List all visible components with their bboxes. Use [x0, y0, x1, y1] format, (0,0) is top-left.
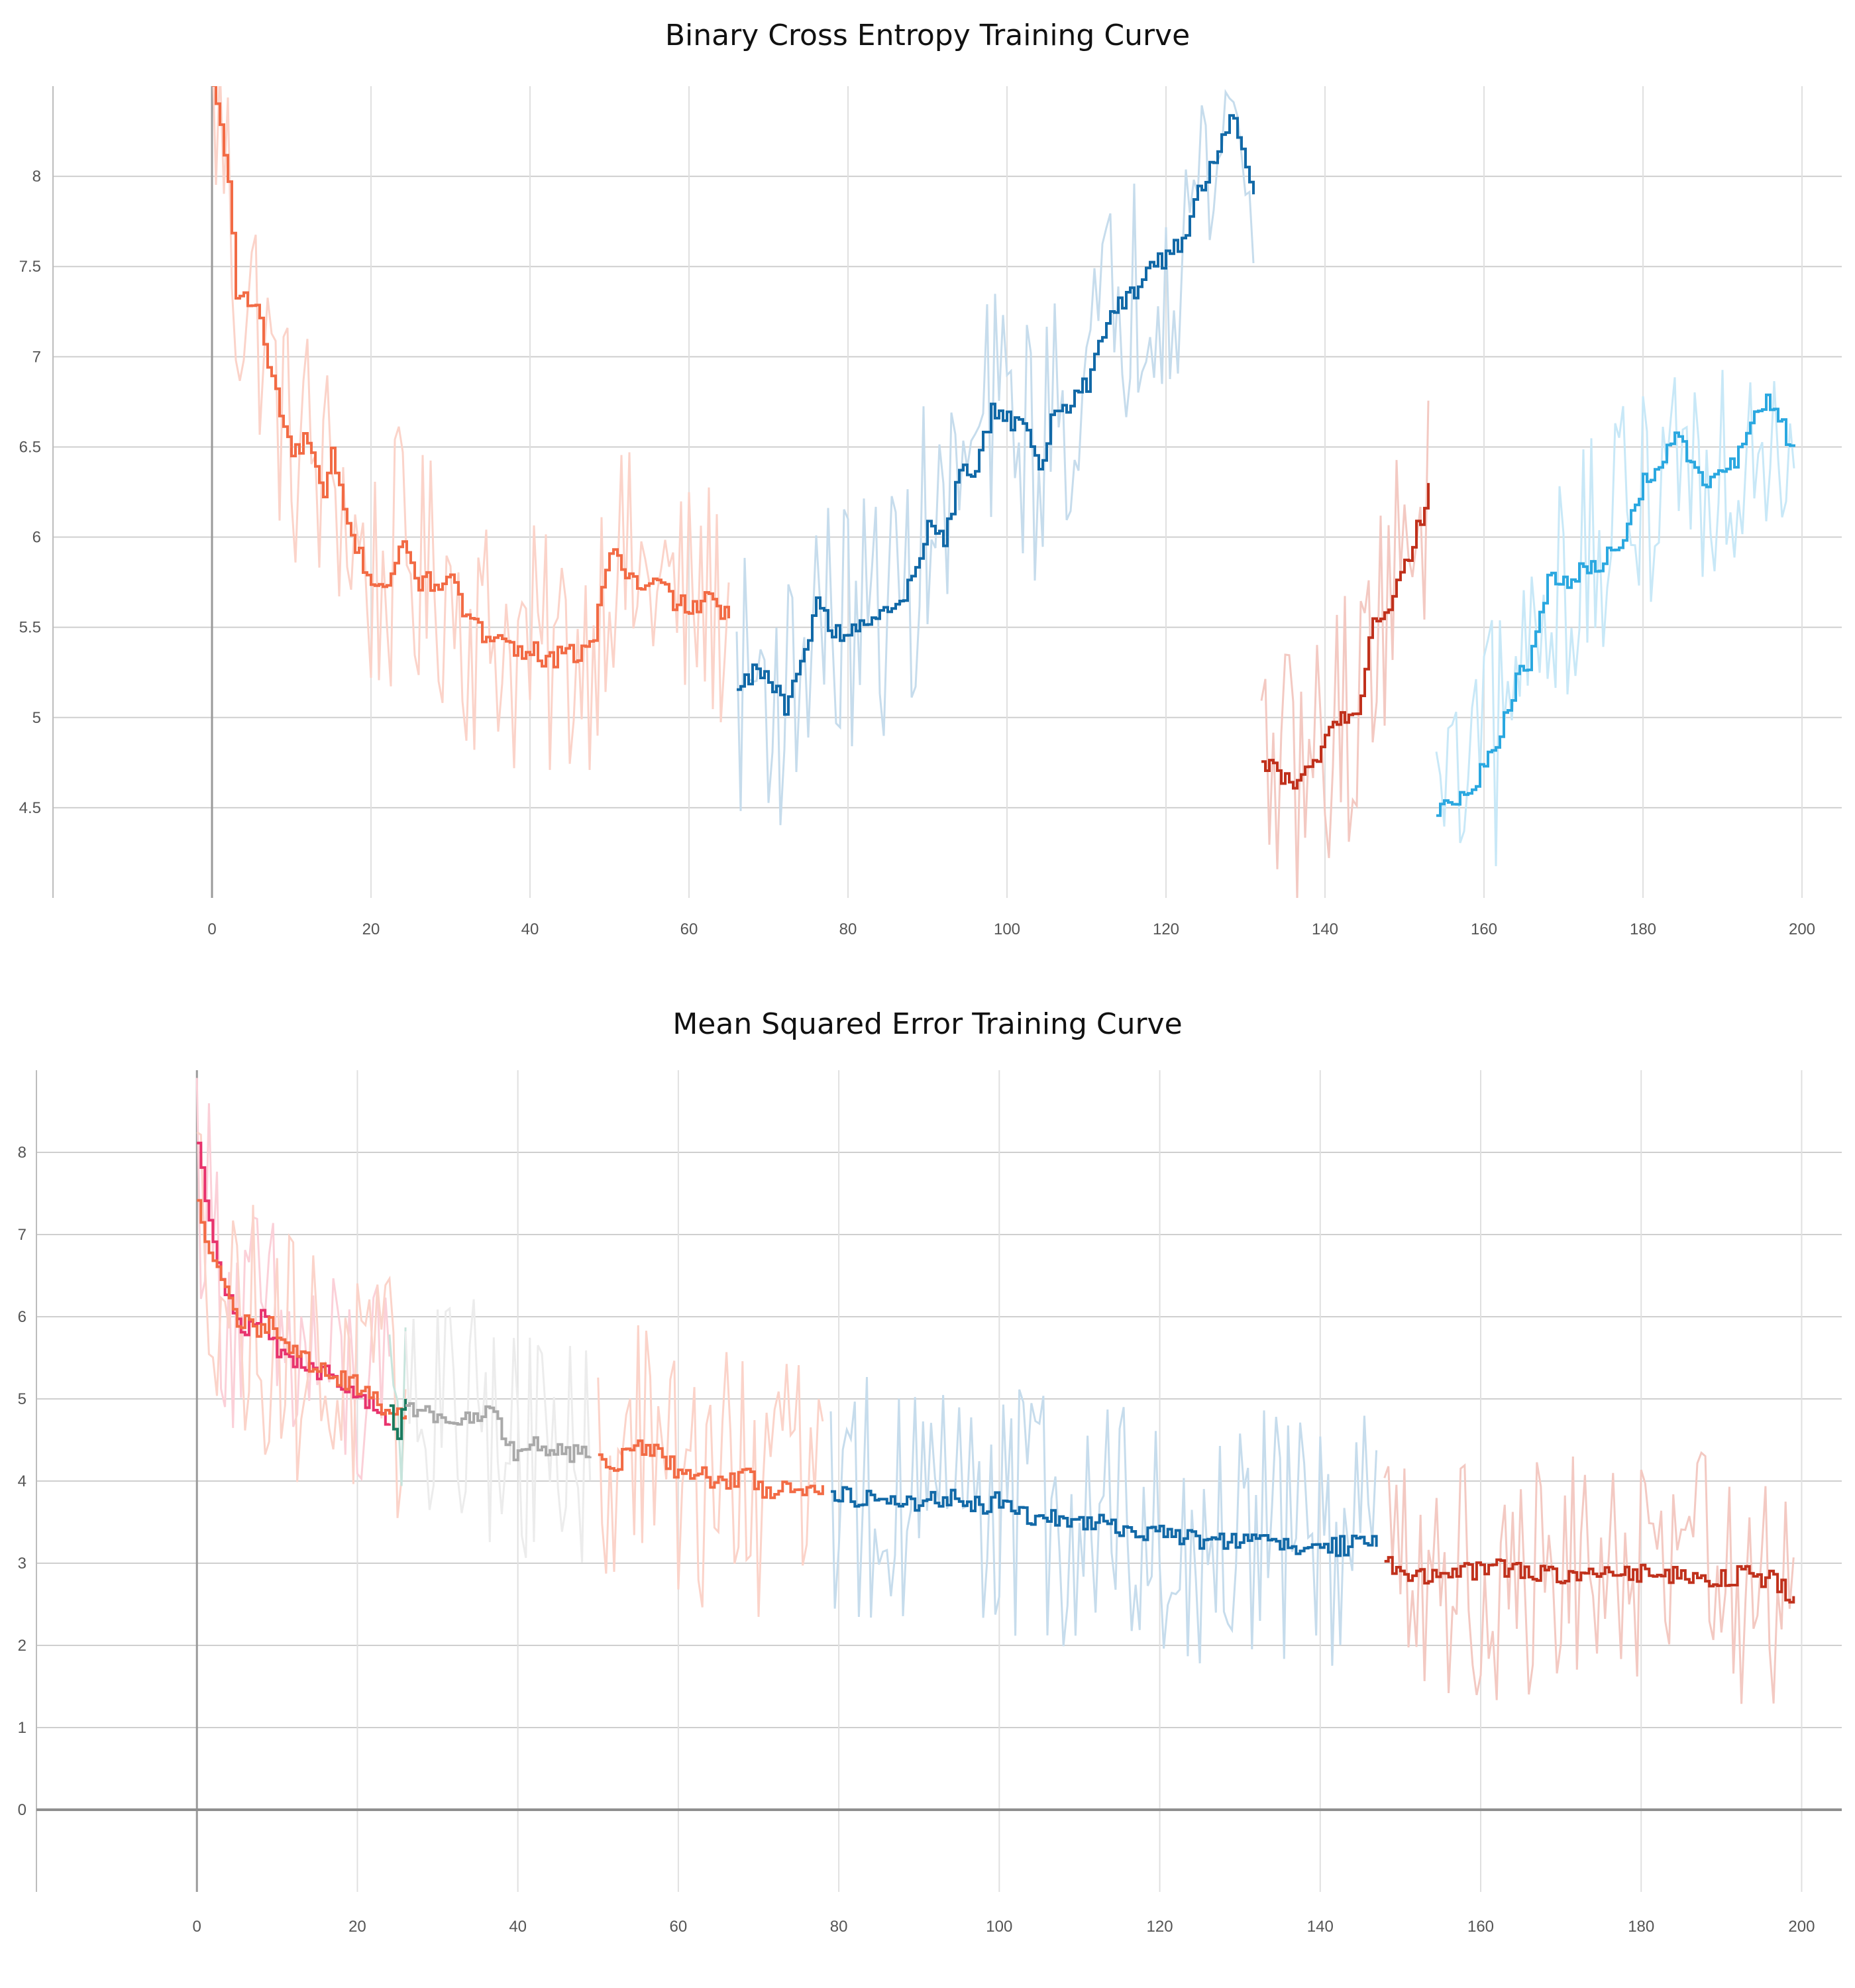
- y-tick-label: 2: [18, 1637, 26, 1655]
- x-tick-label: 180: [1628, 1918, 1654, 1936]
- raw-series-line: [1435, 370, 1795, 867]
- y-tick-label: 6: [18, 1308, 26, 1326]
- x-tick-label: 200: [1789, 920, 1815, 938]
- raw-series-line: [1383, 1451, 1795, 1704]
- plot-area: [195, 1077, 1795, 1704]
- series-line: [405, 1402, 592, 1463]
- y-tick-label: 6: [32, 529, 41, 547]
- x-tick-label: 120: [1153, 920, 1179, 938]
- y-tick-label: 7: [18, 1226, 26, 1244]
- y-tick-label: 6.5: [19, 438, 41, 456]
- series-line: [1261, 482, 1430, 790]
- y-tick-label: 1: [18, 1719, 26, 1737]
- x-tick-label: 0: [193, 1918, 201, 1936]
- x-tick-label: 140: [1307, 1918, 1334, 1936]
- x-tick-label: 160: [1467, 1918, 1494, 1936]
- y-tick-label: 7.5: [19, 258, 41, 276]
- chart-title: Binary Cross Entropy Training Curve: [664, 19, 1191, 52]
- x-tick-label: 140: [1312, 920, 1338, 938]
- y-tick-label: 7: [32, 348, 41, 366]
- y-tick-label: 5.5: [19, 619, 41, 637]
- series-line: [389, 1399, 407, 1441]
- bce-chart-panel: Binary Cross Entropy Training Curve 4.5 5…: [0, 0, 1855, 961]
- x-tick-label: 40: [509, 1918, 527, 1936]
- chart-title: Mean Squared Error Training Curve: [672, 1007, 1183, 1041]
- series-line: [831, 1486, 1378, 1557]
- x-tick-label: 20: [362, 920, 380, 938]
- series-line: [1384, 1556, 1795, 1604]
- y-tick-label: 8: [18, 1144, 26, 1162]
- y-tick-label: 5: [32, 709, 41, 727]
- series-line: [737, 114, 1255, 716]
- x-tick-label: 200: [1788, 1918, 1815, 1936]
- x-tick-label: 160: [1471, 920, 1497, 938]
- bce-chart-svg: 4.555.566.577.580 20 40 60 80 100 120 140 160 180…: [19, 86, 1842, 938]
- raw-series-line: [829, 1376, 1378, 1666]
- x-tick-label: 80: [830, 1918, 848, 1936]
- series-line: [1436, 393, 1795, 817]
- raw-series-line: [597, 1325, 824, 1617]
- x-tick-label: 80: [839, 920, 857, 938]
- y-tick-label: 4: [18, 1472, 26, 1490]
- x-tick-label: 0: [207, 920, 216, 938]
- plot-area: [211, 86, 1795, 898]
- x-tick-label: 60: [670, 1918, 688, 1936]
- series-line: [598, 1439, 824, 1500]
- y-tick-label: 4.5: [19, 799, 41, 817]
- series-line: [197, 1199, 407, 1419]
- raw-series-line: [735, 89, 1255, 826]
- raw-series-line: [195, 1077, 391, 1482]
- x-tick-label: 60: [680, 920, 698, 938]
- x-tick-label: 180: [1630, 920, 1656, 938]
- y-tick-label: 3: [18, 1555, 26, 1573]
- raw-series-line: [212, 86, 730, 770]
- y-tick-label: 8: [32, 168, 41, 186]
- y-tick-label: 0: [18, 1801, 26, 1819]
- raw-series-line: [1260, 400, 1430, 898]
- series-line: [212, 86, 730, 669]
- x-tick-label: 120: [1147, 1918, 1173, 1936]
- x-tick-label: 100: [986, 1918, 1012, 1936]
- x-tick-label: 20: [348, 1918, 366, 1936]
- raw-series-line: [196, 1131, 407, 1518]
- x-tick-label: 100: [994, 920, 1020, 938]
- y-tick-label: 5: [18, 1390, 26, 1408]
- x-tick-label: 40: [521, 920, 539, 938]
- mse-chart-panel: Mean Squared Error Training Curve 0 1 2 3 4 5…: [0, 994, 1855, 1988]
- raw-series-line: [404, 1299, 592, 1563]
